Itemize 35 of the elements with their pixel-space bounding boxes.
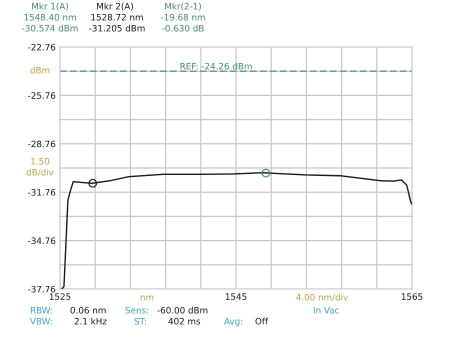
text: nm bbox=[140, 296, 154, 300]
text: 1548.40 nm bbox=[24, 14, 76, 21]
text: dBm bbox=[30, 66, 50, 74]
text: 1.50 bbox=[31, 158, 50, 165]
y-tick-label: -34.76 bbox=[28, 237, 56, 244]
text: Off bbox=[255, 318, 268, 325]
text: -30.574 dBm bbox=[22, 24, 78, 32]
ref-line-label: REF: -24.26 dBm bbox=[180, 62, 252, 70]
x-tick-label: 1525 bbox=[50, 293, 70, 300]
text: Mkr 1(A) bbox=[32, 2, 68, 11]
text: -31.205 dBm bbox=[89, 24, 145, 32]
text: -19.68 nm bbox=[160, 14, 205, 21]
y-tick-label: -28.76 bbox=[28, 140, 56, 148]
y-tick-label: -31.76 bbox=[28, 189, 56, 196]
text: 0.06 nm bbox=[70, 306, 106, 314]
text: -60.00 dBm bbox=[157, 306, 208, 314]
text: In Vac bbox=[314, 307, 339, 314]
y-tick-label: -25.76 bbox=[28, 92, 56, 99]
y-tick-label: -37.76 bbox=[28, 286, 56, 292]
text: 4.00 nm/div bbox=[296, 294, 348, 302]
text: Avg: bbox=[224, 318, 242, 326]
text: VBW: bbox=[30, 318, 52, 324]
text: Mkr 2(A) bbox=[97, 2, 133, 11]
y-tick-label: -22.76 bbox=[28, 44, 56, 50]
text: ST: bbox=[134, 318, 146, 325]
text: RBW: bbox=[30, 307, 52, 314]
text: dB/div bbox=[26, 168, 54, 176]
text: Mkr(2-1) bbox=[165, 2, 201, 11]
x-tick-label: 1565 bbox=[402, 293, 422, 300]
text: 2.1 kHz bbox=[74, 318, 107, 324]
text: Sens: bbox=[126, 306, 148, 314]
x-tick-label: 1545 bbox=[226, 293, 246, 300]
text: 1528.72 nm bbox=[91, 14, 143, 21]
text: 402 ms bbox=[168, 318, 200, 325]
text: -0.630 dB bbox=[162, 24, 204, 32]
